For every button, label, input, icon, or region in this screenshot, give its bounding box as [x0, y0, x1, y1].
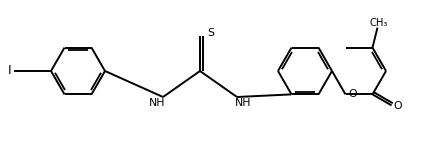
Text: NH: NH: [235, 98, 251, 108]
Text: O: O: [348, 89, 357, 99]
Text: CH₃: CH₃: [369, 18, 388, 28]
Text: NH: NH: [149, 98, 165, 108]
Text: I: I: [8, 64, 12, 78]
Text: S: S: [207, 28, 214, 38]
Text: O: O: [393, 101, 402, 111]
